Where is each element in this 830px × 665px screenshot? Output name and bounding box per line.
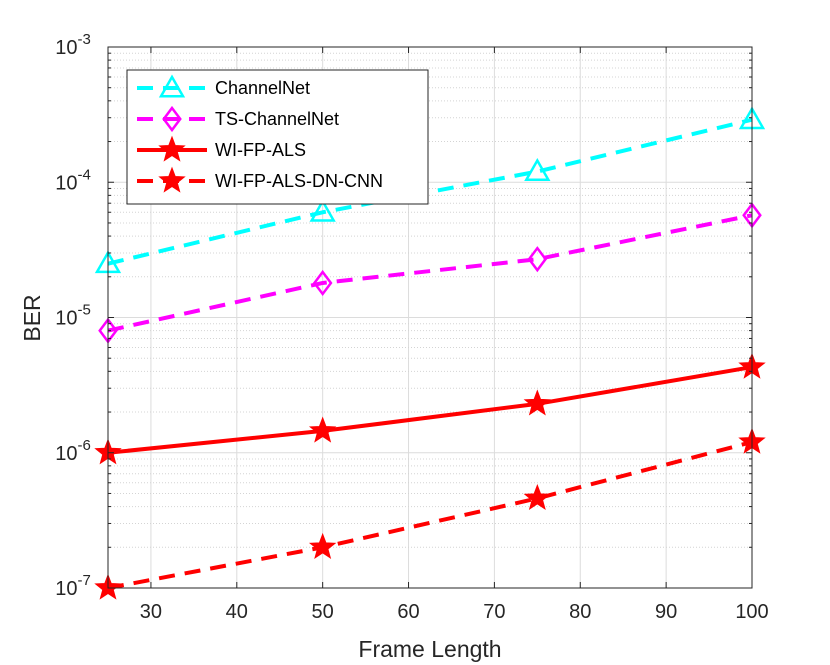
x-tick-label: 40	[226, 601, 248, 623]
data-point	[308, 532, 337, 559]
series-line	[107, 440, 753, 590]
legend-label: TS-ChannelNet	[215, 109, 339, 129]
x-axis-label: Frame Length	[358, 636, 501, 662]
series-line	[107, 117, 753, 266]
x-tick-label: 100	[735, 601, 768, 623]
y-axis-label: BER	[19, 294, 45, 341]
data-point	[308, 416, 337, 443]
series-line	[107, 365, 753, 455]
legend-marker	[158, 166, 186, 193]
legend-marker	[158, 135, 186, 162]
legend-entry: ChannelNet	[137, 74, 310, 98]
x-tick-label: 30	[140, 601, 162, 623]
data-point	[523, 483, 552, 511]
legend-label: WI-FP-ALS	[215, 140, 306, 160]
legend-label: WI-FP-ALS-DN-CNN	[215, 171, 383, 191]
series-line	[107, 213, 753, 333]
x-tick-label: 50	[312, 601, 334, 623]
legend-entry: WI-FP-ALS	[137, 135, 306, 162]
x-tick-label: 80	[569, 601, 591, 623]
data-point	[312, 269, 333, 297]
legend-marker	[162, 105, 182, 133]
series-layer	[94, 106, 766, 600]
x-tick-label: 70	[483, 601, 505, 623]
x-tick-label: 60	[397, 601, 419, 623]
legend-marker	[158, 74, 186, 98]
legend: ChannelNet TS-ChannelNet WI-FP-ALS WI-FP-AL…	[126, 69, 429, 205]
legend-label: ChannelNet	[215, 78, 310, 98]
legend-entry: WI-FP-ALS-DN-CNN	[137, 166, 383, 193]
series-ts-channelnet	[98, 202, 762, 344]
data-point	[523, 389, 552, 416]
x-tick-label: 90	[655, 601, 677, 623]
data-point	[527, 246, 548, 273]
data-point	[309, 198, 336, 222]
legend-entry: TS-ChannelNet	[137, 105, 339, 133]
data-point	[524, 158, 551, 182]
